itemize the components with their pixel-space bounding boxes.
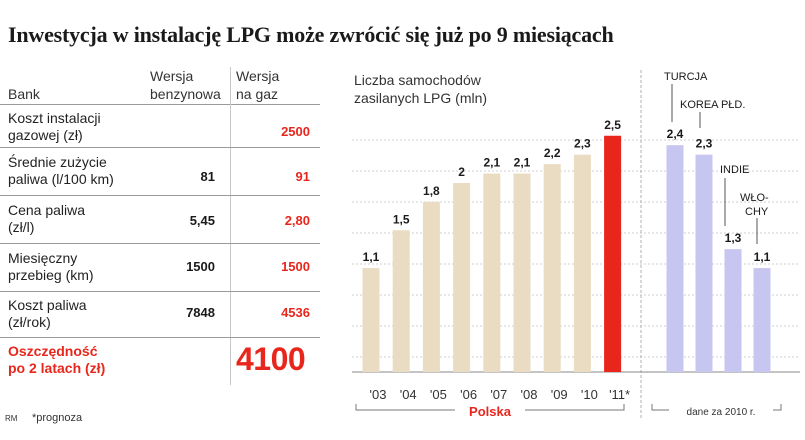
- row-label-line2: gazowej (zł): [8, 127, 83, 143]
- row-label-line1: Koszt instalacji: [8, 110, 101, 126]
- x-tick-label: '09: [551, 387, 568, 402]
- bar-poland-0: [362, 268, 380, 372]
- row-label-line2: (zł/l): [8, 219, 35, 235]
- savings-label-line1: Oszczędność: [8, 343, 98, 359]
- bar-poland-8: [604, 135, 622, 372]
- header-lpg-line1: Wersja: [236, 68, 280, 84]
- country-name-label: WŁO-: [740, 192, 769, 204]
- header-lpg: Wersja na gaz: [236, 67, 279, 103]
- bar-country-1: [695, 154, 713, 372]
- row-label: Średnie zużycie paliwa (l/100 km): [8, 154, 114, 188]
- forecast-note: *prognoza: [32, 412, 83, 424]
- header-petrol-line2: benzynowa: [150, 86, 221, 102]
- bar-value-label: 1,3: [725, 231, 742, 245]
- country-name-label: CHY: [745, 206, 769, 218]
- header-bank: Bank: [8, 86, 40, 102]
- other-label-bg: [669, 404, 773, 418]
- row-divider: [0, 337, 320, 338]
- bar-value-label: 2,5: [604, 118, 621, 132]
- credit-label: RM: [5, 414, 18, 423]
- bar-value-label: 2,1: [514, 156, 531, 170]
- column-divider: [230, 67, 231, 385]
- bar-poland-1: [392, 230, 410, 372]
- bar-poland-6: [543, 164, 561, 372]
- bar-value-label: 2,3: [574, 137, 591, 151]
- lpg-value: 4536: [281, 305, 310, 320]
- x-tick-label: '06: [460, 387, 477, 402]
- lpg-value: 2,80: [284, 213, 310, 228]
- petrol-value: 1500: [186, 259, 215, 274]
- country-name-label: TURCJA: [664, 71, 708, 83]
- bar-country-3: [753, 268, 771, 372]
- petrol-value: 7848: [186, 305, 215, 320]
- chart-title: Liczba samochodów zasilanych LPG (mln): [354, 71, 487, 107]
- chart-title-line2: zasilanych LPG (mln): [354, 90, 488, 106]
- x-tick-label: '05: [430, 387, 447, 402]
- bar-value-label: 2,2: [544, 146, 561, 160]
- savings-value: 4100: [236, 341, 306, 377]
- bar-value-label: 2,1: [483, 156, 500, 170]
- x-tick-label: '08: [521, 387, 538, 402]
- row-label-line2: paliwa (l/100 km): [8, 171, 114, 187]
- bar-country-0: [666, 145, 684, 372]
- bar-poland-4: [483, 173, 501, 372]
- lpg-value: 91: [295, 169, 310, 184]
- lpg-value: 1500: [281, 259, 310, 274]
- poland-group-label: Polska: [469, 404, 512, 419]
- x-tick-label: '11*: [609, 387, 630, 402]
- x-tick-label: '10: [581, 387, 598, 402]
- bar-value-label: 2,4: [667, 127, 684, 141]
- petrol-value: 5,45: [189, 213, 215, 228]
- petrol-value: 81: [200, 169, 215, 184]
- header-petrol-line1: Wersja: [150, 68, 194, 84]
- x-tick-label: '07: [490, 387, 507, 402]
- bar-value-label: 2,3: [696, 137, 713, 151]
- row-label-line1: Średnie zużycie: [8, 154, 107, 170]
- bar-country-2: [724, 249, 742, 372]
- row-divider: [0, 291, 320, 292]
- bar-value-label: 1,1: [754, 250, 771, 264]
- row-label-line2: (zł/rok): [8, 314, 51, 330]
- bar-value-label: 1,8: [423, 184, 440, 198]
- poland-label-bg: [455, 403, 525, 419]
- row-label-line2: przebieg (km): [8, 267, 94, 283]
- row-label: Miesięczny przebieg (km): [8, 250, 94, 284]
- savings-label-line2: po 2 latach (zł): [8, 360, 106, 376]
- bar-poland-2: [422, 201, 440, 372]
- bar-poland-3: [453, 183, 471, 372]
- savings-label: Oszczędność po 2 latach (zł): [8, 343, 105, 377]
- row-label: Cena paliwa (zł/l): [8, 202, 85, 236]
- row-label-line1: Miesięczny: [8, 250, 78, 266]
- page-title: Inwestycja w instalację LPG może zwrócić…: [8, 22, 614, 47]
- bar-value-label: 1,5: [393, 212, 410, 226]
- bar-poland-5: [513, 173, 531, 372]
- row-label: Koszt instalacji gazowej (zł): [8, 110, 101, 144]
- lpg-value: 2500: [281, 124, 310, 139]
- header-petrol: Wersja benzynowa: [150, 67, 221, 103]
- x-tick-label: '04: [400, 387, 417, 402]
- country-name-label: INDIE: [720, 164, 749, 176]
- row-divider: [0, 243, 320, 244]
- row-divider: [0, 195, 320, 196]
- row-label-line1: Koszt paliwa: [8, 297, 87, 313]
- x-tick-label: '03: [370, 387, 387, 402]
- chart-title-line1: Liczba samochodów: [354, 72, 481, 88]
- row-divider: [0, 147, 320, 148]
- other-group-label: dane za 2010 r.: [687, 407, 756, 418]
- bar-value-label: 2: [458, 165, 465, 179]
- table-divider: [0, 104, 320, 105]
- bar-value-label: 1,1: [363, 250, 380, 264]
- row-label-line1: Cena paliwa: [8, 202, 86, 218]
- bar-poland-7: [573, 154, 591, 372]
- row-label: Koszt paliwa (zł/rok): [8, 297, 87, 331]
- header-lpg-line2: na gaz: [236, 86, 279, 102]
- country-name-label: KOREA PŁD.: [680, 99, 745, 111]
